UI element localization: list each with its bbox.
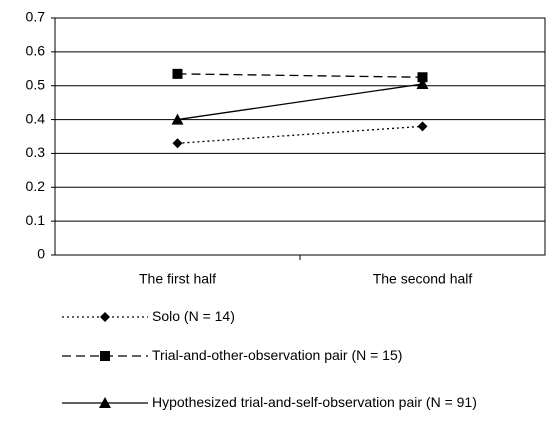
legend-item: Solo (N = 14) (60, 306, 532, 328)
y-tick-label: 0.5 (26, 76, 46, 92)
series-line (177, 73, 423, 78)
legend-swatch (62, 312, 148, 322)
y-tick-label: 0.3 (26, 144, 46, 160)
legend-item: Trial-and-other-observation pair (N = 15… (60, 345, 532, 367)
series-line (177, 125, 423, 144)
marker (172, 68, 183, 79)
marker (172, 138, 183, 149)
y-tick-label: 0.4 (26, 110, 46, 126)
y-tick-label: 0.1 (26, 212, 46, 228)
legend-marker (100, 351, 110, 361)
marker (417, 72, 428, 83)
legend-swatch (62, 397, 148, 408)
legend-label: Solo (N = 14) (152, 308, 235, 324)
chart: 0 0.1 0.2 0.3 0.4 0.5 0.6 0.7 The first half The … (26, 9, 546, 287)
x-tick-label: The second half (373, 271, 473, 287)
legend-label: Hypothesized trial-and-self-observation … (152, 394, 477, 410)
legend-marker (99, 397, 111, 408)
plot-border (54, 17, 546, 256)
x-tick-label: The first half (139, 271, 216, 287)
y-tick-label: 0.7 (26, 9, 46, 25)
y-tick-label: 0.2 (26, 178, 46, 194)
y-tick-label: 0.6 (26, 43, 46, 59)
marker (417, 121, 428, 132)
y-tick-label: 0 (37, 246, 45, 262)
marker (416, 78, 429, 90)
series-line (177, 83, 423, 121)
legend-label: Trial-and-other-observation pair (N = 15… (152, 347, 403, 363)
legend-item: Hypothesized trial-and-self-observation … (60, 392, 532, 414)
legend-marker (100, 312, 110, 322)
marker (171, 113, 184, 125)
legend-swatch (62, 351, 148, 361)
